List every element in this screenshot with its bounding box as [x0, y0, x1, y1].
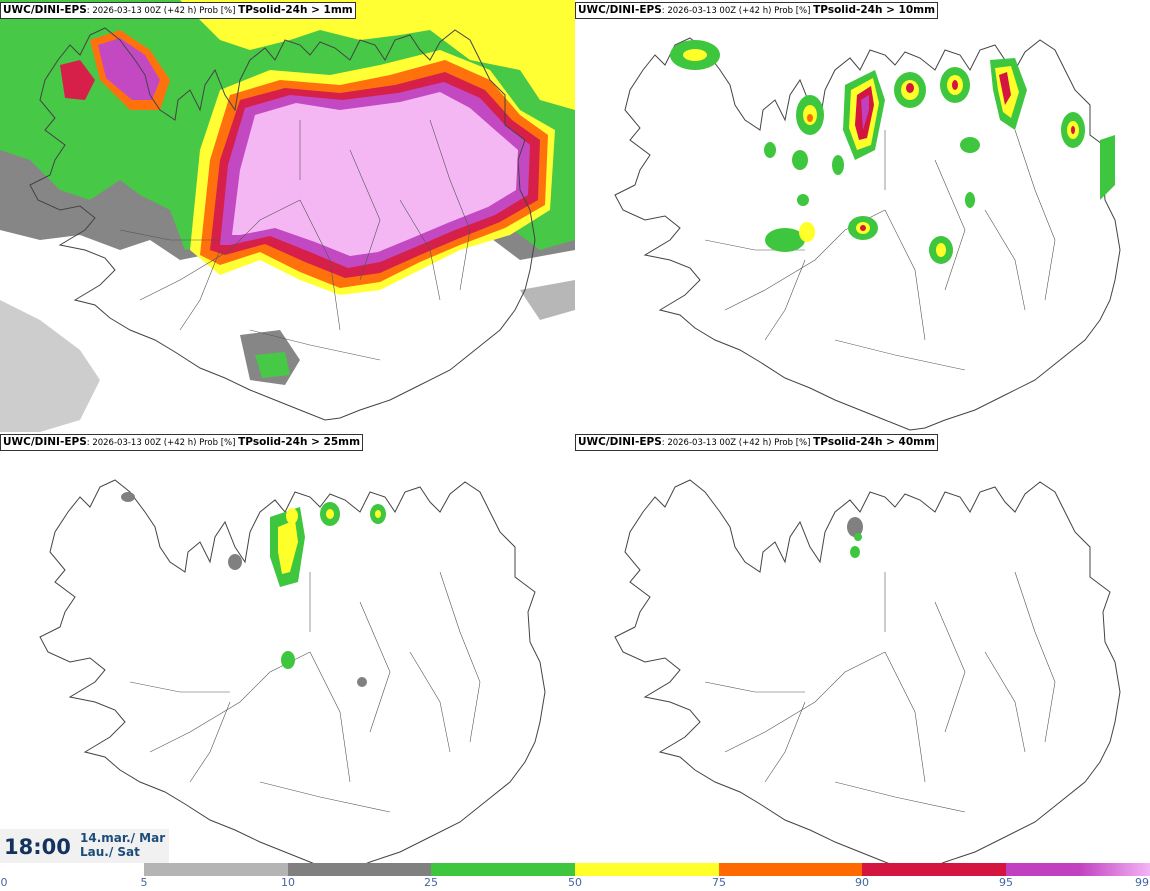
colorbar-segment	[0, 863, 144, 876]
colorbar-tick: 10	[281, 876, 295, 889]
colorbar-tick: 95	[999, 876, 1013, 889]
valid-date: 14.mar./ Mar Lau./ Sat	[80, 831, 165, 859]
colorbar-segment	[719, 863, 862, 876]
model-source: UWC/DINI-EPS	[578, 4, 662, 16]
map-panel-10mm: UWC/DINI-EPS: 2026-03-13 00Z (+42 h) Pro…	[575, 0, 1150, 432]
colorbar-segment	[431, 863, 575, 876]
model-source: UWC/DINI-EPS	[3, 436, 87, 448]
panel-title: UWC/DINI-EPS: 2026-03-13 00Z (+42 h) Pro…	[575, 2, 939, 19]
colorbar-segment	[144, 863, 288, 876]
colorbar-segment	[575, 863, 719, 876]
map-panel-1mm: UWC/DINI-EPS: 2026-03-13 00Z (+42 h) Pro…	[0, 0, 575, 432]
probability-map-1mm	[0, 0, 575, 432]
colorbar-segment	[862, 863, 1006, 876]
run-info: : 2026-03-13 00Z (+42 h) Prob [%]	[86, 6, 239, 16]
date-line-1: 14.mar./ Mar	[80, 831, 166, 845]
color-bar: 0 5 10 25 50 75 90 95 99	[0, 863, 1150, 891]
valid-time-box: 18:00 14.mar./ Mar Lau./ Sat	[0, 829, 169, 863]
valid-time: 18:00	[4, 835, 71, 859]
variable-label: TPsolid-24h > 10mm	[813, 4, 936, 16]
panel-title: UWC/DINI-EPS: 2026-03-13 00Z (+42 h) Pro…	[575, 434, 939, 451]
colorbar-tick: 5	[140, 876, 148, 889]
probability-map-40mm	[614, 479, 1121, 864]
colorbar-segment	[288, 863, 431, 876]
variable-label: TPsolid-24h > 1mm	[238, 4, 353, 16]
run-info: : 2026-03-13 00Z (+42 h) Prob [%]	[661, 438, 814, 448]
date-line-2: Lau./ Sat	[80, 845, 140, 859]
colorbar-tick: 0	[0, 876, 8, 889]
variable-label: TPsolid-24h > 40mm	[813, 436, 936, 448]
run-info: : 2026-03-13 00Z (+42 h) Prob [%]	[661, 6, 814, 16]
map-panel-25mm: UWC/DINI-EPS: 2026-03-13 00Z (+42 h) Pro…	[0, 432, 575, 864]
colorbar-tick: 25	[424, 876, 438, 889]
panel-title: UWC/DINI-EPS: 2026-03-13 00Z (+42 h) Pro…	[0, 434, 364, 451]
panel-title: UWC/DINI-EPS: 2026-03-13 00Z (+42 h) Pro…	[0, 2, 356, 19]
colorbar-tick: 50	[568, 876, 582, 889]
map-panel-40mm: UWC/DINI-EPS: 2026-03-13 00Z (+42 h) Pro…	[575, 432, 1150, 864]
probability-map-25mm	[39, 479, 546, 864]
colorbar-segment	[1078, 863, 1150, 876]
model-source: UWC/DINI-EPS	[578, 436, 662, 448]
colorbar-segment	[1006, 863, 1078, 876]
probability-map-10mm	[614, 37, 1121, 431]
variable-label: TPsolid-24h > 25mm	[238, 436, 361, 448]
colorbar-tick: 75	[712, 876, 726, 889]
colorbar-tick: 99	[1135, 876, 1149, 889]
colorbar-tick: 90	[855, 876, 869, 889]
run-info: : 2026-03-13 00Z (+42 h) Prob [%]	[86, 438, 239, 448]
model-source: UWC/DINI-EPS	[3, 4, 87, 16]
